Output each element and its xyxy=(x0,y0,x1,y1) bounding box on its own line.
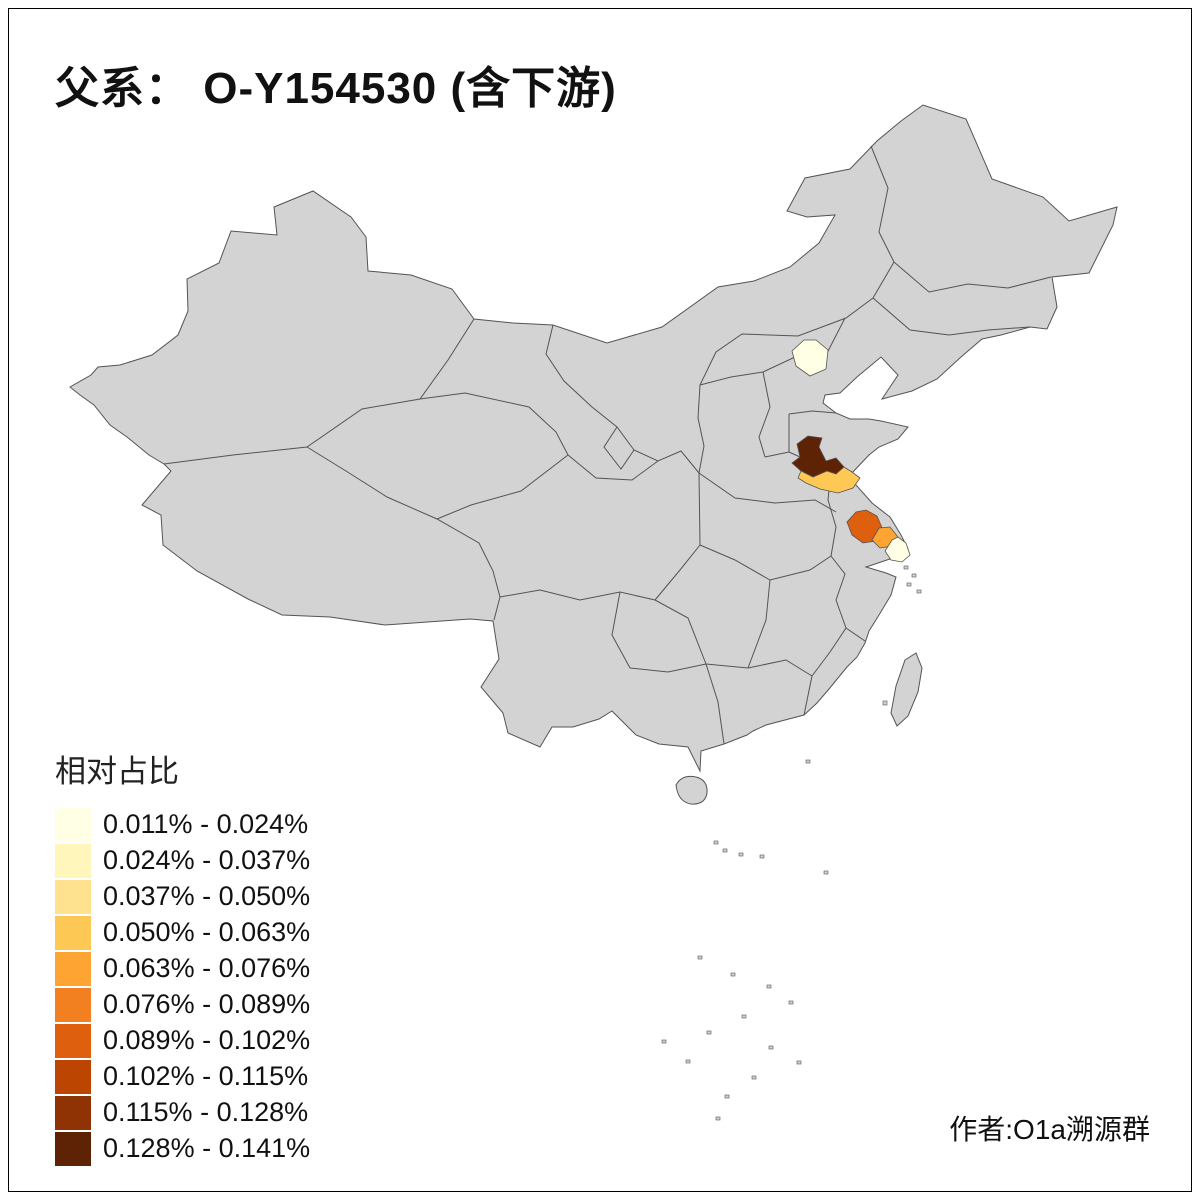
map-title: 父系： O-Y154530 (含下游) xyxy=(55,64,617,113)
legend-swatch xyxy=(55,1023,91,1058)
legend-label: 0.089% - 0.102% xyxy=(103,1025,311,1055)
legend-swatch xyxy=(55,951,91,986)
small-islands xyxy=(661,565,922,1121)
legend-label: 0.102% - 0.115% xyxy=(103,1061,309,1091)
legend-item-3: 0.050% - 0.063% xyxy=(55,915,310,950)
legend-item-8: 0.115% - 0.128% xyxy=(55,1095,310,1130)
china-outline xyxy=(69,104,1118,773)
legend-label: 0.115% - 0.128% xyxy=(103,1097,309,1127)
legend-item-6: 0.089% - 0.102% xyxy=(55,1023,310,1058)
legend-swatch xyxy=(55,879,91,914)
legend-item-4: 0.063% - 0.076% xyxy=(55,951,310,986)
legend-items: 0.011% - 0.024% 0.024% - 0.037% 0.037% - 0… xyxy=(55,807,310,1166)
legend-item-2: 0.037% - 0.050% xyxy=(55,879,310,914)
province-borders xyxy=(163,145,1052,745)
legend-item-0: 0.011% - 0.024% xyxy=(55,807,310,842)
region-beijing xyxy=(791,339,829,377)
attribution: 作者:O1a溯源群 xyxy=(949,1114,1150,1145)
legend-swatch xyxy=(55,987,91,1022)
legend-swatch xyxy=(55,843,91,878)
legend-swatch xyxy=(55,1095,91,1130)
legend-label: 0.024% - 0.037% xyxy=(103,845,311,875)
legend-label: 0.037% - 0.050% xyxy=(103,881,311,911)
legend-label: 0.063% - 0.076% xyxy=(103,953,311,983)
legend-label: 0.011% - 0.024% xyxy=(103,809,309,839)
legend-label: 0.050% - 0.063% xyxy=(103,917,311,947)
legend-item-9: 0.128% - 0.141% xyxy=(55,1131,310,1166)
legend-swatch xyxy=(55,1059,91,1094)
region-southwest-shandong xyxy=(797,466,861,494)
legend: 相对占比 0.011% - 0.024% 0.024% - 0.037% 0.037… xyxy=(55,746,310,1167)
legend-swatch xyxy=(55,807,91,842)
legend-item-5: 0.076% - 0.089% xyxy=(55,987,310,1022)
taiwan-island xyxy=(890,652,923,727)
legend-swatch xyxy=(55,915,91,950)
region-shanghai-area xyxy=(884,536,911,563)
legend-label: 0.076% - 0.089% xyxy=(103,989,311,1019)
legend-item-1: 0.024% - 0.037% xyxy=(55,843,310,878)
legend-label: 0.128% - 0.141% xyxy=(103,1133,311,1163)
highlight-regions xyxy=(791,339,911,563)
hainan-island xyxy=(675,775,708,805)
legend-item-7: 0.102% - 0.115% xyxy=(55,1059,310,1094)
legend-title: 相对占比 xyxy=(55,754,179,789)
legend-swatch xyxy=(55,1131,91,1166)
